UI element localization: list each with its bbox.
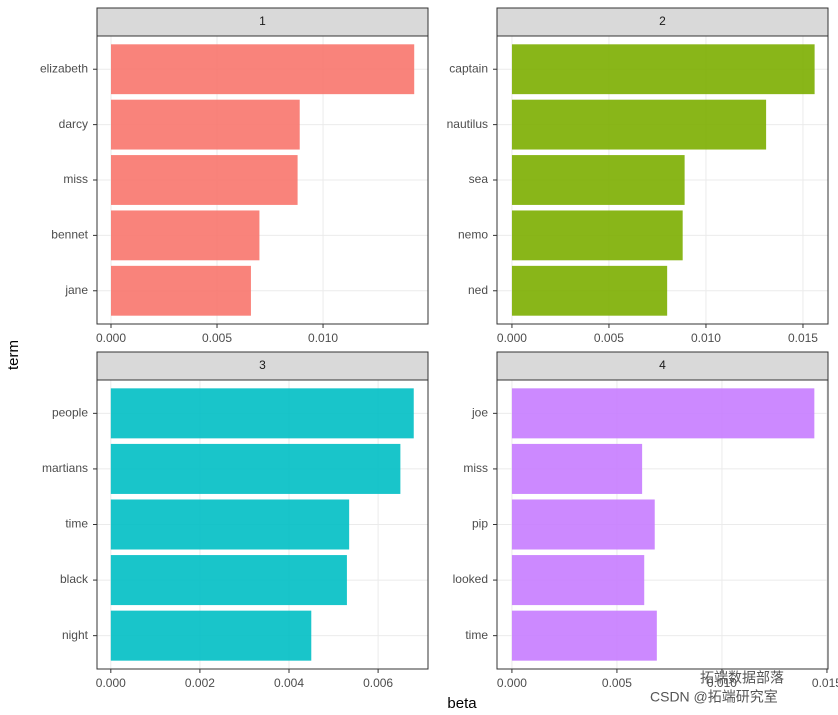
x-tick-label: 0.000 [96,331,126,345]
strip [96,351,429,381]
bar [110,555,347,606]
x-tick-label: 0.010 [308,331,338,345]
y-tick-label: sea [469,172,489,186]
bar [110,610,312,661]
bar [110,99,300,150]
x-tick-label: 0.005 [202,331,232,345]
strip-label: 2 [659,14,666,28]
x-axis-title: beta [447,695,477,712]
bar [110,499,350,550]
bar [511,443,643,494]
x-tick-label: 0.004 [274,676,304,690]
y-tick-label: pip [472,517,488,531]
bar [511,499,655,550]
bar [511,610,657,661]
y-tick-label: looked [453,572,488,586]
strip [96,7,429,37]
y-tick-label: jane [64,283,88,297]
watermark: CSDN @拓端研究室 [650,689,778,705]
x-tick-label: 0.000 [497,676,527,690]
bar [511,210,683,261]
bar [511,44,815,95]
watermark: 拓端数据部落 [700,670,784,686]
x-tick-label: 0.000 [497,331,527,345]
bar [110,265,251,316]
y-tick-label: nemo [458,228,488,242]
y-tick-label: captain [449,61,488,75]
bar [511,155,685,205]
x-tick-label: 0.010 [691,331,721,345]
x-tick-label: 0.015 [812,676,838,690]
y-tick-label: miss [463,461,488,475]
strip [496,351,829,381]
y-tick-label: miss [63,172,88,186]
y-tick-label: time [65,517,88,531]
y-tick-label: darcy [59,117,88,131]
strip-label: 4 [659,358,666,372]
y-tick-label: martians [42,461,88,475]
panel-border [96,35,429,325]
y-tick-label: time [465,628,488,642]
y-tick-label: nautilus [447,117,488,131]
panel-border [496,35,829,325]
panel-border [96,379,429,670]
panels: 1 0.000 0.005 0.010 elizabeth darcy miss bennet… [40,7,838,690]
y-tick-label: elizabeth [40,61,88,75]
bar [511,265,668,316]
x-tick-label: 0.002 [185,676,215,690]
panel-border [496,379,829,670]
strip-label: 3 [259,358,266,372]
x-tick-label: 0.005 [602,676,632,690]
strip-label: 1 [259,14,266,28]
y-axis-title: term [5,340,22,370]
x-tick-label: 0.000 [96,676,126,690]
bar [110,388,414,439]
y-tick-label: black [60,572,89,586]
x-tick-label: 0.005 [594,331,624,345]
x-tick-label: 0.015 [788,331,818,345]
y-tick-label: people [52,406,88,420]
x-tick-label: 0.006 [363,676,393,690]
bar [511,555,645,606]
bar [110,155,298,205]
bar [110,44,415,95]
bar [110,443,401,494]
bar [511,388,815,439]
y-tick-label: night [62,628,89,642]
y-tick-label: joe [471,406,488,420]
bar [511,99,767,150]
x-tick-label: 0.010 [707,676,737,690]
bar [110,210,260,261]
y-tick-label: ned [468,283,488,297]
y-tick-label: bennet [51,228,88,242]
